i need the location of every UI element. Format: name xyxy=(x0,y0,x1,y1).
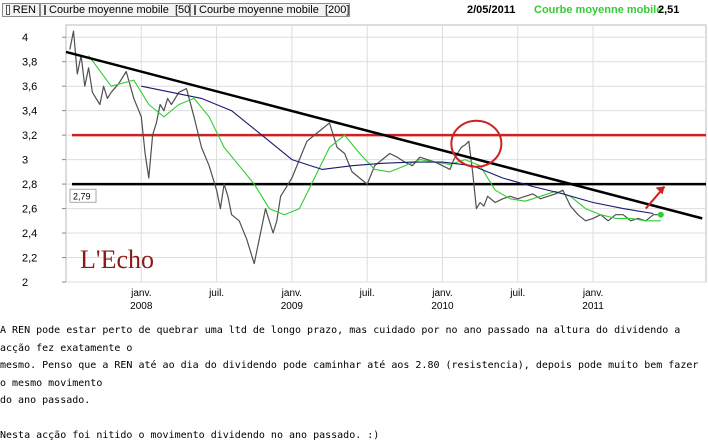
x-tick-label: janv. xyxy=(582,288,603,299)
legend-item-ren[interactable]: REN xyxy=(2,3,40,17)
x-tick-label: juil. xyxy=(208,288,224,299)
x-tick-label: juil. xyxy=(359,288,375,299)
legend-label-ma50: Courbe moyenne mobile [50] xyxy=(49,4,194,16)
x-tick-year: 2009 xyxy=(281,301,304,312)
last-point-marker xyxy=(657,211,664,218)
series-line-2 xyxy=(141,85,654,215)
note-line-3: do ano passado. xyxy=(0,395,91,406)
info-value: 2,51 xyxy=(658,4,680,16)
legend-swatch-ren xyxy=(6,5,10,15)
y-tick-label: 3 xyxy=(22,155,28,167)
y-tick-label: 3,6 xyxy=(22,81,37,93)
legend-swatch-ma200 xyxy=(194,5,196,15)
y-tick-label: 3,2 xyxy=(22,130,37,142)
y-tick-label: 4 xyxy=(22,32,28,44)
x-tick-label: janv. xyxy=(431,288,452,299)
x-tick-year: 2011 xyxy=(582,301,604,312)
x-tick-year: 2010 xyxy=(431,301,454,312)
price-label: 2,79 xyxy=(73,191,91,201)
notes: A REN pode estar perto de quebrar uma lt… xyxy=(0,322,708,444)
watermark-logo: L'Echo xyxy=(80,245,154,274)
x-tick-label: juil. xyxy=(509,288,525,299)
legend-item-ma50[interactable]: Courbe moyenne mobile [50] xyxy=(40,3,194,17)
stock-chart: 4 3,8 3,6 3,4 3,2 3 2,8 2,6 2,4 2,2 2 janv. 2008 juil… xyxy=(22,24,707,312)
y-tick-label: 2 xyxy=(22,277,28,289)
info-date: 2/05/2011 xyxy=(467,4,516,16)
x-tick-label: janv. xyxy=(130,288,151,299)
x-tick-year: 2008 xyxy=(130,301,153,312)
y-tick-label: 2,8 xyxy=(22,179,37,191)
trend-line xyxy=(65,50,703,220)
y-tick-label: 3,8 xyxy=(22,57,37,69)
legend-label-ren: REN xyxy=(12,4,36,16)
x-tick-label: janv. xyxy=(281,288,302,299)
y-tick-label: 2,6 xyxy=(22,204,37,216)
price-label-box xyxy=(69,188,97,203)
note-line-2: mesmo. Penso que a REN até ao dia do div… xyxy=(0,360,699,389)
legend-label-ma200: Courbe moyenne mobile [200] xyxy=(199,4,350,16)
annotation-arrow-head xyxy=(655,186,665,195)
plot-area xyxy=(65,24,707,283)
legend-bar: REN Courbe moyenne mobile [50] Courbe mo… xyxy=(0,0,708,20)
legend-item-ma200[interactable]: Courbe moyenne mobile [200] xyxy=(190,3,350,17)
y-tick-label: 2,4 xyxy=(22,228,37,240)
info-label: Courbe moyenne mobile xyxy=(534,4,663,16)
note-line-1: A REN pode estar perto de quebrar uma lt… xyxy=(0,325,681,354)
y-tick-label: 3,4 xyxy=(22,106,37,118)
annotation-circle xyxy=(450,119,503,168)
note-line-4: Nesta acção foi nitido o movimento divid… xyxy=(0,429,380,441)
y-tick-label: 2,2 xyxy=(22,253,37,265)
legend-swatch-ma50 xyxy=(44,5,46,15)
